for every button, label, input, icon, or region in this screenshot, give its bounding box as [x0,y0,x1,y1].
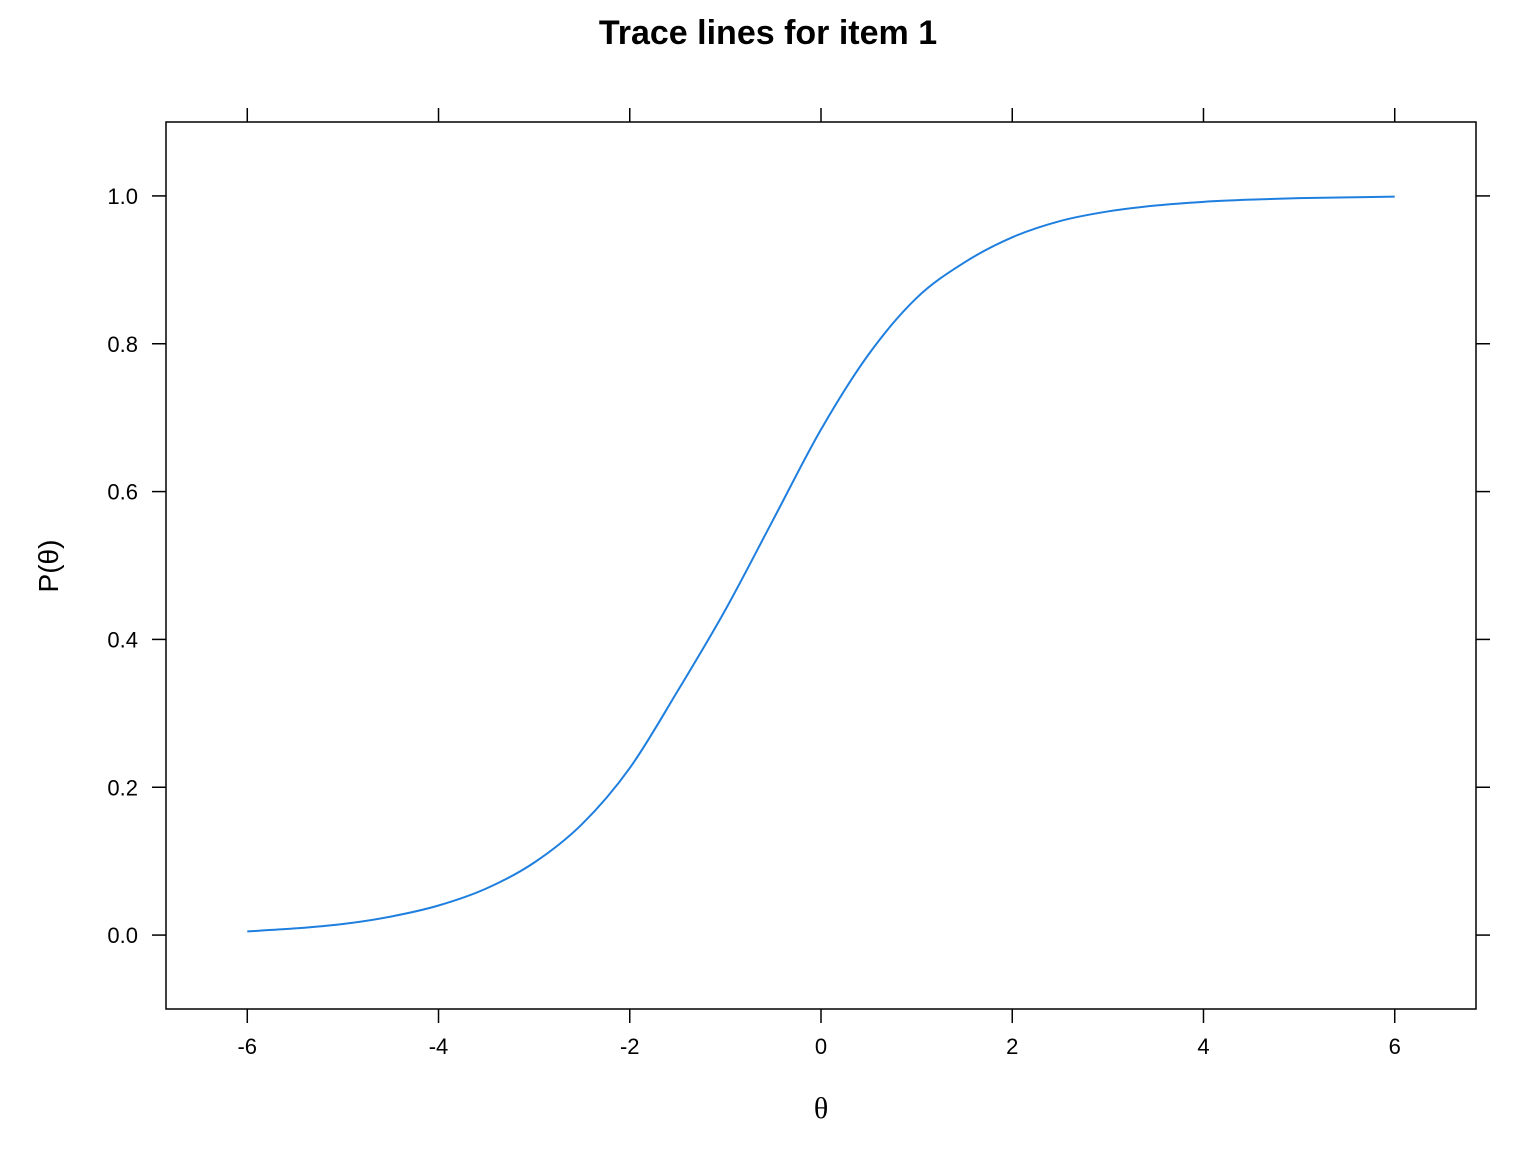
y-tick-label: 0.6 [107,480,138,505]
x-tick-label: -6 [237,1034,257,1059]
x-axis: -6 -4 -2 0 2 4 6 [237,108,1401,1059]
x-tick-label: 6 [1389,1034,1401,1059]
x-tick-label: -2 [620,1034,640,1059]
y-axis: 0.0 0.2 0.4 0.6 0.8 1.0 [107,184,1490,948]
y-axis-label: P(θ) [33,540,64,593]
series-group [247,195,1395,933]
y-tick-label: 0.0 [107,923,138,948]
y-tick-label: 1.0 [107,184,138,209]
y-tick-label: 0.4 [107,627,138,652]
y-tick-label: 0.8 [107,332,138,357]
x-tick-label: 2 [1006,1034,1018,1059]
chart-title: Trace lines for item 1 [599,14,937,52]
series-line [247,195,1395,933]
x-axis-label: θ [814,1092,828,1125]
x-tick-label: 4 [1197,1034,1209,1059]
y-tick-label: 0.2 [107,775,138,800]
plot-frame [165,121,1477,1010]
x-tick-label: -4 [429,1034,449,1059]
x-tick-label: 0 [815,1034,827,1059]
